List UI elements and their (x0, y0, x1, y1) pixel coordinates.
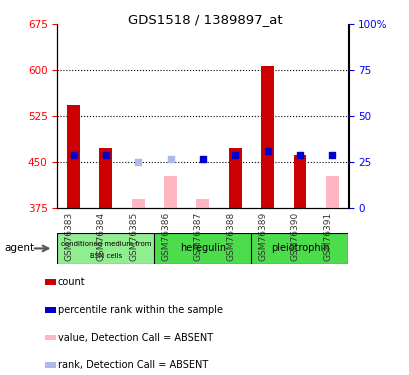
Point (296, 152, 303, 158)
Text: conditioned medium from: conditioned medium from (61, 241, 151, 247)
Text: agent: agent (4, 243, 34, 254)
Text: GSM76387: GSM76387 (193, 212, 202, 261)
Bar (45, 362, 55, 368)
Bar (67, 105, 80, 208)
Point (102, 152, 109, 158)
Point (70, 152, 76, 158)
Point (135, 159, 141, 165)
Bar (164, 176, 177, 208)
Text: GSM76384: GSM76384 (97, 212, 106, 261)
Point (328, 152, 335, 158)
Text: value, Detection Call = ABSENT: value, Detection Call = ABSENT (57, 333, 212, 342)
Text: GSM76385: GSM76385 (129, 212, 138, 261)
Text: rank, Detection Call = ABSENT: rank, Detection Call = ABSENT (57, 360, 207, 370)
Text: GDS1518 / 1389897_at: GDS1518 / 1389897_at (127, 13, 282, 26)
Bar (45, 307, 55, 313)
Bar (228, 148, 241, 208)
Point (231, 152, 238, 158)
Text: BSN cells: BSN cells (90, 254, 122, 260)
Text: heregulin: heregulin (180, 243, 225, 254)
Bar (325, 176, 338, 208)
Text: GSM76388: GSM76388 (226, 212, 235, 261)
Text: GSM76391: GSM76391 (323, 212, 332, 261)
Point (167, 156, 173, 162)
Bar (261, 66, 274, 208)
Text: pleiotrophin: pleiotrophin (270, 243, 328, 254)
Point (199, 156, 206, 162)
Text: GSM76386: GSM76386 (161, 212, 170, 261)
Text: GSM76383: GSM76383 (64, 212, 73, 261)
Bar (196, 199, 209, 208)
Text: count: count (57, 277, 85, 287)
Text: GSM76390: GSM76390 (290, 212, 299, 261)
Text: percentile rank within the sample: percentile rank within the sample (57, 305, 222, 315)
Bar (131, 199, 144, 208)
Point (264, 148, 270, 154)
Bar (45, 279, 55, 285)
Text: GSM76389: GSM76389 (258, 212, 267, 261)
Bar (45, 335, 55, 340)
Bar (293, 155, 306, 208)
Bar (99, 148, 112, 208)
